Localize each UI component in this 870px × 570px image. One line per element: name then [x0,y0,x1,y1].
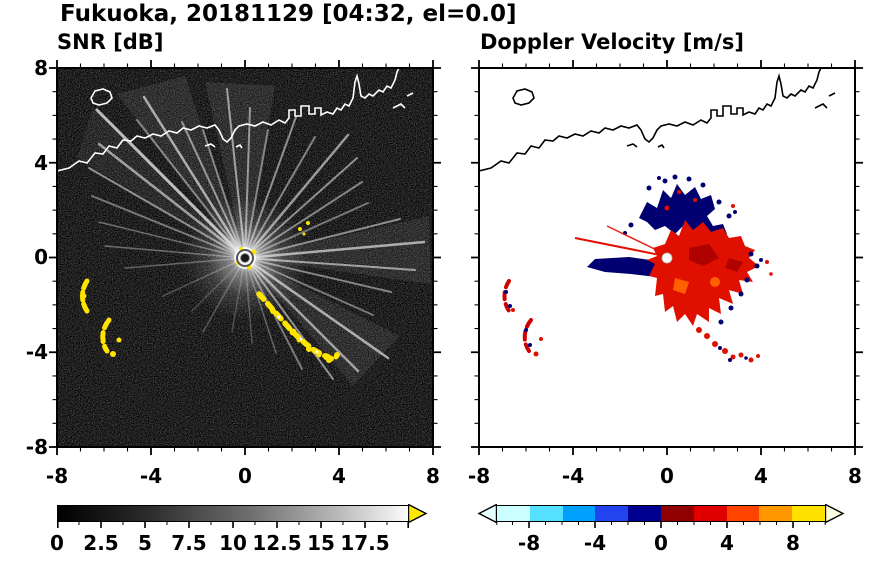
doppler-colorbar-ticks [496,521,826,528]
snr-colorbar-label: 12.5 [252,531,302,555]
snr-plot [49,60,441,455]
snr-axis-ticks [49,60,441,455]
snr-colorbar-label: 2.5 [83,531,119,555]
snr-y-tick-label: -4 [25,340,48,364]
doppler-colorbar-segments [496,505,826,522]
snr-colorbar-label: 5 [138,531,152,555]
doppler-colorbar-label: 0 [654,531,668,555]
snr-x-tick-label: -4 [139,464,163,488]
echo-negative [587,174,737,278]
snr-colorbar-label: 17.5 [340,531,390,555]
snr-colorbar-overflow-arrow [408,504,428,523]
snr-y-tick-label: -8 [25,435,48,459]
doppler-colorbar [477,504,845,528]
snr-colorbar-label: 10 [219,531,247,555]
snr-x-tick-label: 0 [238,464,252,488]
doppler-colorbar-label: -8 [517,531,541,555]
radar-center-dot [236,249,254,267]
snr-x-tick-label: 8 [426,464,440,488]
snr-y-tick-label: 8 [34,56,48,80]
snr-colorbar-gradient [57,505,409,522]
doppler-colorbar-label: 8 [786,531,800,555]
doppler-colorbar-label: 4 [720,531,734,555]
doppler-x-tick-label: 8 [848,464,862,488]
doppler-panel-title: Doppler Velocity [m/s] [480,30,744,54]
snr-x-tick-label: 4 [332,464,346,488]
doppler-colorbar-left-arrow [477,504,497,523]
doppler-x-tick-label: 0 [660,464,674,488]
doppler-x-tick-label: -8 [467,464,491,488]
doppler-x-tick-label: 4 [754,464,768,488]
doppler-axis-ticks [471,60,863,455]
radar-center-hole [661,252,673,264]
snr-colorbar-ticks [57,521,409,528]
doppler-plot [471,60,863,455]
snr-colorbar-label: 0 [50,531,64,555]
range-ring [71,84,419,432]
snr-colorbar [57,504,428,528]
snr-colorbar-label: 15 [307,531,335,555]
echo-positive [502,190,773,363]
clutter-yellow [80,221,340,363]
snr-colorbar-label: 7.5 [171,531,207,555]
doppler-colorbar-right-arrow [825,504,845,523]
snr-x-tick-label: -8 [45,464,69,488]
snr-panel-title: SNR [dB] [57,30,164,54]
doppler-colorbar-label: -4 [583,531,607,555]
page-title: Fukuoka, 20181129 [04:32, el=0.0] [60,1,517,27]
snr-y-tick-label: 0 [34,245,48,269]
snr-y-tick-label: 4 [34,151,48,175]
doppler-x-tick-label: -4 [561,464,585,488]
echo-negative-fringe [504,251,763,362]
